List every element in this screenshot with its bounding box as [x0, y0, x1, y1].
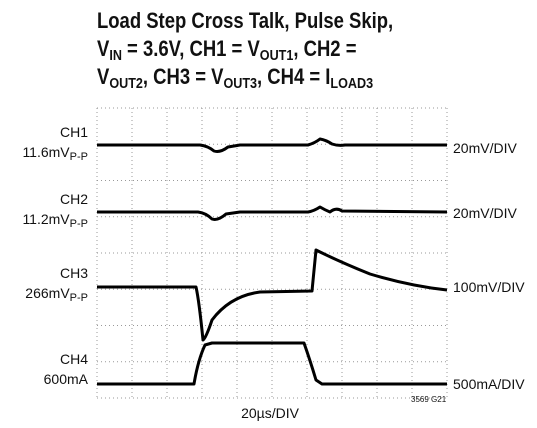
channel-value: 11.6mVP-P	[22, 144, 88, 163]
title-line: Load Step Cross Talk, Pulse Skip,	[97, 10, 393, 34]
channel-scale: 500mA/DIV	[453, 376, 525, 392]
figure-id: 3569 G21	[411, 395, 447, 404]
channel-scale: 20mV/DIV	[453, 140, 517, 156]
channel-value-sub: P-P	[70, 151, 88, 163]
labels: 3569 G21 20µs/DIV CH111.6mVP-P20mV/DIVCH…	[22, 124, 525, 421]
channel-name: CH4	[60, 351, 88, 367]
ch4-trace	[97, 341, 447, 386]
title-part: , CH4 = I	[257, 66, 330, 90]
channel-value-sub: P-P	[70, 292, 88, 304]
title-line: VOUT2, CH3 = VOUT3, CH4 = ILOAD3	[97, 66, 373, 92]
title-part: = 3.6V, CH1 = V	[122, 38, 260, 62]
channel-value: 11.2mVP-P	[22, 211, 88, 230]
title-sub: OUT1	[260, 46, 294, 63]
time-scale: 20µs/DIV	[241, 405, 300, 421]
channel-value-main: 266mV	[25, 285, 70, 301]
title-part: V	[97, 66, 110, 90]
ch1-trace	[97, 137, 447, 153]
channel-name: CH3	[60, 265, 88, 281]
channel-value-main: 11.6mV	[22, 144, 70, 160]
channel-value-main: 11.2mV	[22, 211, 70, 227]
channel-name: CH1	[60, 124, 88, 140]
title-sub: OUT2	[109, 74, 143, 91]
title-part: , CH3 = V	[143, 66, 224, 90]
title-sub: IN	[109, 46, 122, 63]
channel-value: 266mVP-P	[25, 285, 88, 304]
title-part: V	[97, 38, 110, 62]
channel-value-main: 600mA	[44, 371, 89, 387]
channel-scale: 100mV/DIV	[453, 279, 525, 295]
channel-value: 600mA	[44, 371, 89, 387]
channel-scale: 20mV/DIV	[453, 205, 517, 221]
ch3-trace	[97, 248, 448, 342]
title-sub: OUT3	[223, 74, 257, 91]
channel-value-sub: P-P	[70, 218, 88, 230]
title-line: VIN = 3.6V, CH1 = VOUT1, CH2 =	[97, 38, 357, 64]
title-sub: LOAD3	[330, 74, 373, 91]
title: Load Step Cross Talk, Pulse Skip, VIN = …	[97, 10, 393, 92]
channel-name: CH2	[60, 191, 88, 207]
title-part: , CH2 =	[293, 38, 356, 62]
graticule	[96, 107, 448, 399]
ch2-trace	[97, 205, 448, 221]
